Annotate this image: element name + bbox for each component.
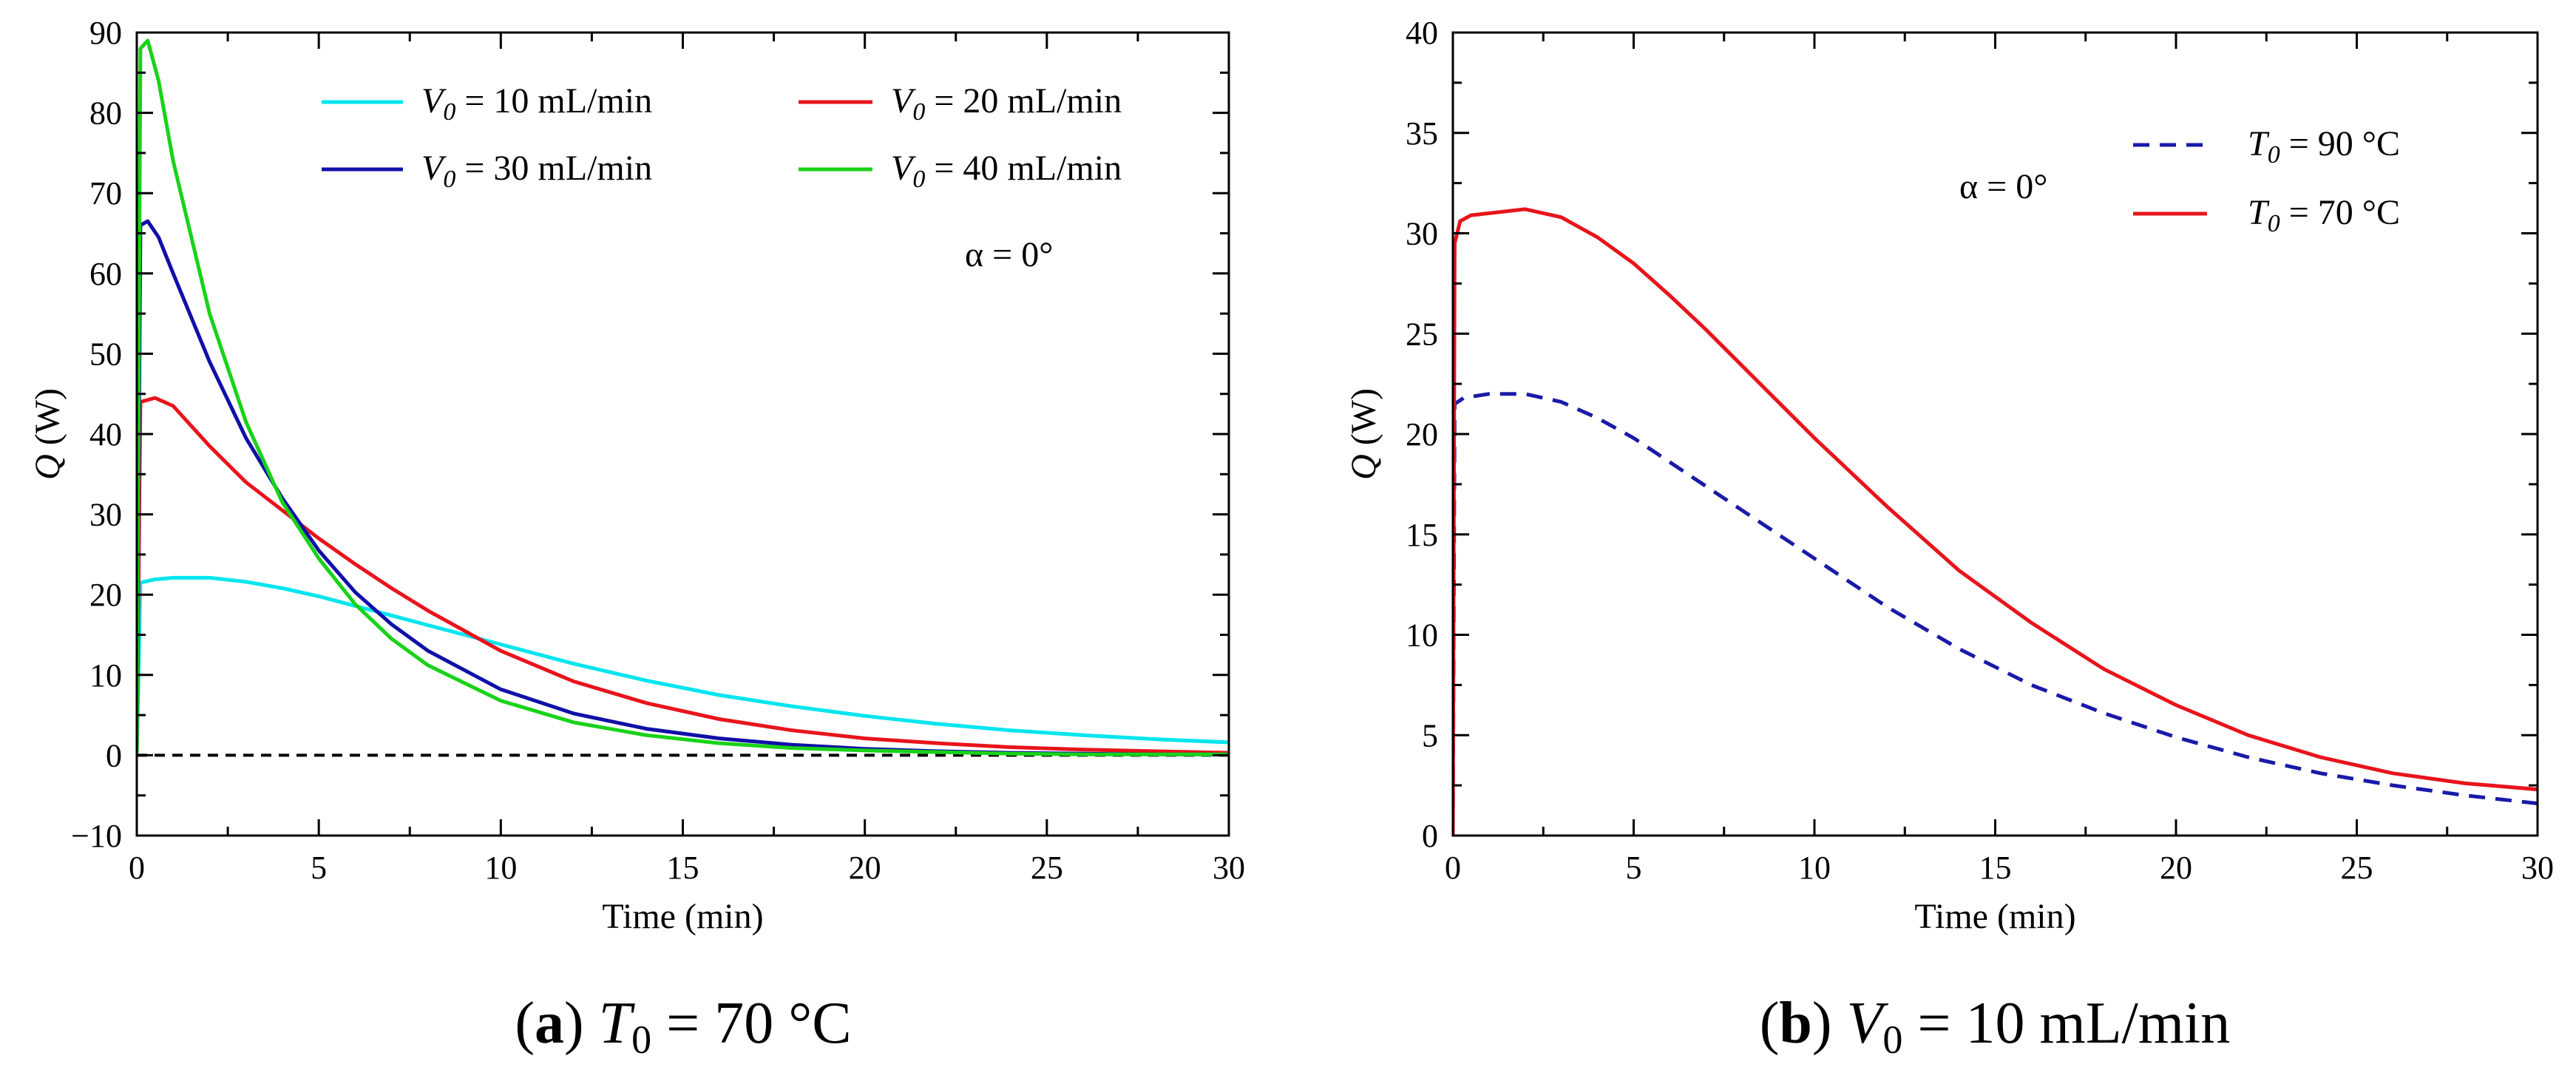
panel-a-x-tick-label: 25 [1031, 850, 1063, 886]
panel-a-legend-label-1: V0 = 10 mL/min [421, 81, 652, 126]
panel-b-x-tick-label: 5 [1626, 850, 1642, 886]
panel-b-caption: (b) V0 = 10 mL/min [1760, 991, 2231, 1062]
panel-b-annotation: α = 0° [1959, 167, 2047, 206]
panel-b-y-tick-label: 15 [1406, 517, 1438, 553]
panel-b-y-tick-label: 0 [1422, 818, 1438, 854]
panel-a-x-tick-label: 5 [311, 850, 327, 886]
panel-a-x-axis-label: Time (min) [602, 897, 763, 936]
panel-b-y-tick-label: 5 [1422, 717, 1438, 753]
panel-a-series-line-2 [137, 396, 1229, 756]
panel-a-caption: (a) T0 = 70 °C [515, 991, 851, 1062]
panel-b: 0 5 10 15 20 25 30 0 5 10 15 20 25 30 35 40 Time (min) Q … [1344, 15, 2554, 1062]
panel-a-y-tick-label: 10 [89, 657, 122, 694]
panel-a-series-line-4 [137, 38, 1229, 756]
panel-a-x-tick-label: 20 [849, 850, 881, 886]
panel-a-y-tick-label: 80 [89, 95, 122, 132]
panel-a-y-tick-label: 40 [89, 416, 122, 453]
panel-b-x-tick-label: 20 [2160, 850, 2192, 886]
panel-b-y-tick-label: 10 [1406, 617, 1438, 654]
panel-a-series-line-3 [137, 219, 1229, 756]
panel-a-legend-label-2: V0 = 20 mL/min [891, 81, 1122, 126]
panel-b-x-tick-label: 25 [2341, 850, 2373, 886]
panel-b-y-tick-label: 40 [1406, 15, 1438, 51]
panel-a-y-tick-label: 20 [89, 577, 122, 613]
panel-a-y-tick-label: −10 [71, 818, 122, 854]
panel-b-x-tick-label: 30 [2521, 850, 2554, 886]
panel-a-series-line-1 [137, 575, 1229, 756]
panel-a-legend-label-3: V0 = 30 mL/min [421, 149, 652, 193]
panel-b-y-tick-label: 35 [1406, 115, 1438, 152]
panel-b-x-tick-label: 0 [1445, 850, 1461, 886]
panel-a-y-tick-label: 0 [106, 737, 122, 773]
panel-b-series-line-1 [1453, 392, 2538, 836]
panel-b-y-tick-label: 25 [1406, 316, 1438, 352]
panel-a-annotation: α = 0° [965, 235, 1053, 274]
panel-b-y-tick-label: 30 [1406, 216, 1438, 252]
panel-a-y-tick-label: 70 [89, 175, 122, 211]
panel-a-y-tick-label: 30 [89, 497, 122, 533]
panel-a-y-tick-label: 90 [89, 15, 122, 51]
panel-b-legend-label-1: T0 = 90 °C [2248, 124, 2400, 169]
panel-b-series-line-2 [1453, 207, 2538, 836]
panel-a-legend-label-4: V0 = 40 mL/min [891, 149, 1122, 193]
panel-b-x-tick-label: 15 [1979, 850, 2012, 886]
panel-a-x-tick-label: 0 [129, 850, 145, 886]
panel-a-y-axis-label: Q (W) [28, 388, 67, 480]
panel-a-y-tick-label: 60 [89, 256, 122, 292]
panel-a-x-tick-label: 30 [1213, 850, 1245, 886]
panel-a-y-tick-label: 50 [89, 336, 122, 372]
panel-a-x-tick-label: 10 [484, 850, 517, 886]
panel-b-legend-label-2: T0 = 70 °C [2248, 193, 2400, 237]
panel-a-x-tick-label: 15 [667, 850, 699, 886]
panel-b-x-axis-label: Time (min) [1914, 897, 2075, 936]
panel-b-x-tick-label: 10 [1798, 850, 1831, 886]
panel-b-y-axis-label: Q (W) [1344, 388, 1383, 480]
panel-b-y-tick-label: 20 [1406, 416, 1438, 453]
